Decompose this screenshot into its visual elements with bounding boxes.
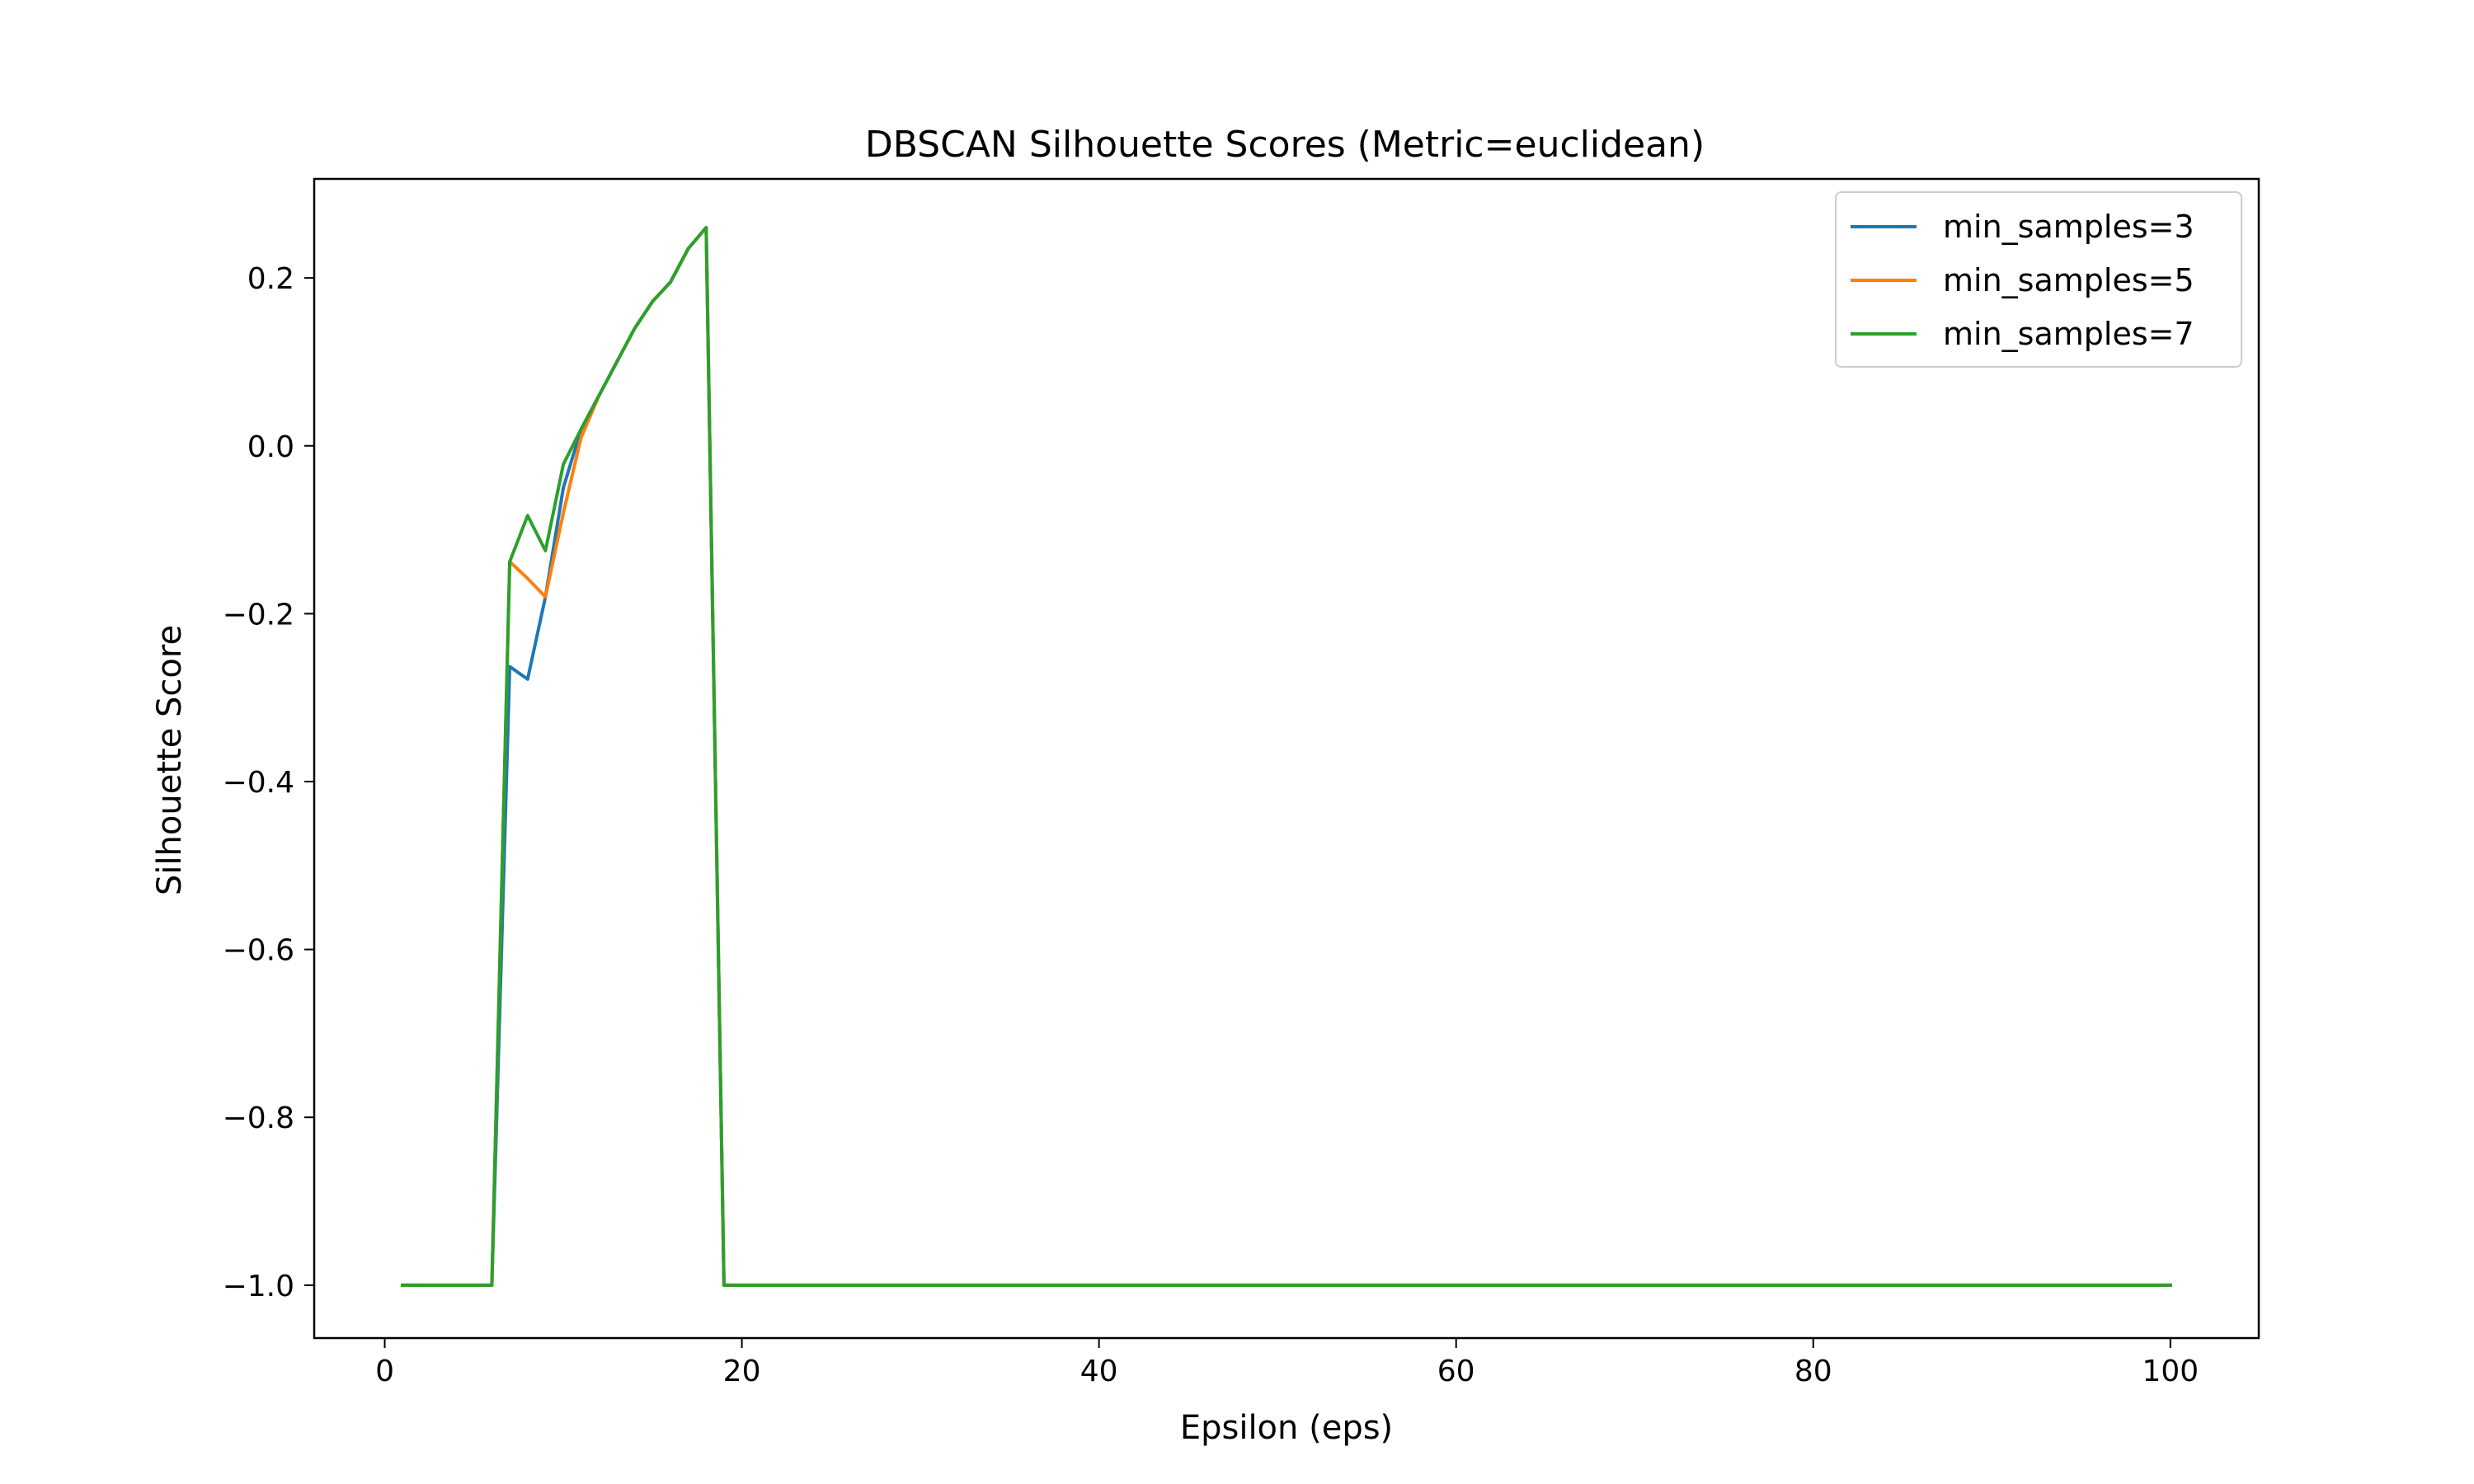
x-tick-label: 40	[1080, 1355, 1118, 1388]
legend-label-3: min_samples=7	[1943, 316, 2194, 352]
chart-title: DBSCAN Silhouette Scores (Metric=euclide…	[865, 124, 1705, 166]
x-axis-label: Epsilon (eps)	[1180, 1409, 1393, 1447]
y-axis: −1.0 −0.8 −0.6 −0.4 −0.2 0.0 0.2	[223, 262, 314, 1303]
series-line-3	[401, 226, 2172, 1287]
y-tick-label: −0.2	[223, 598, 294, 632]
x-tick-label: 0	[375, 1355, 394, 1388]
x-tick-label: 100	[2142, 1355, 2199, 1388]
plot-area-frame	[313, 177, 2260, 1340]
x-tick-label: 20	[723, 1355, 761, 1388]
series-layer	[401, 226, 2172, 1287]
legend-label-2: min_samples=5	[1943, 262, 2194, 298]
y-tick-label: −1.0	[223, 1270, 294, 1303]
y-tick-label: 0.2	[247, 262, 294, 296]
x-tick-label: 80	[1794, 1355, 1832, 1388]
x-axis: 0 20 40 60 80 100	[375, 1338, 2199, 1388]
legend-label-1: min_samples=3	[1943, 209, 2194, 245]
x-tick-label: 60	[1437, 1355, 1475, 1388]
y-tick-label: 0.0	[247, 430, 294, 464]
y-tick-label: −0.6	[223, 934, 294, 968]
y-tick-label: −0.4	[223, 766, 294, 800]
y-axis-label: Silhouette Score	[151, 625, 189, 895]
legend-box	[1835, 191, 2242, 368]
legend: min_samples=3 min_samples=5 min_samples=7	[1835, 191, 2242, 368]
y-tick-label: −0.8	[223, 1101, 294, 1135]
